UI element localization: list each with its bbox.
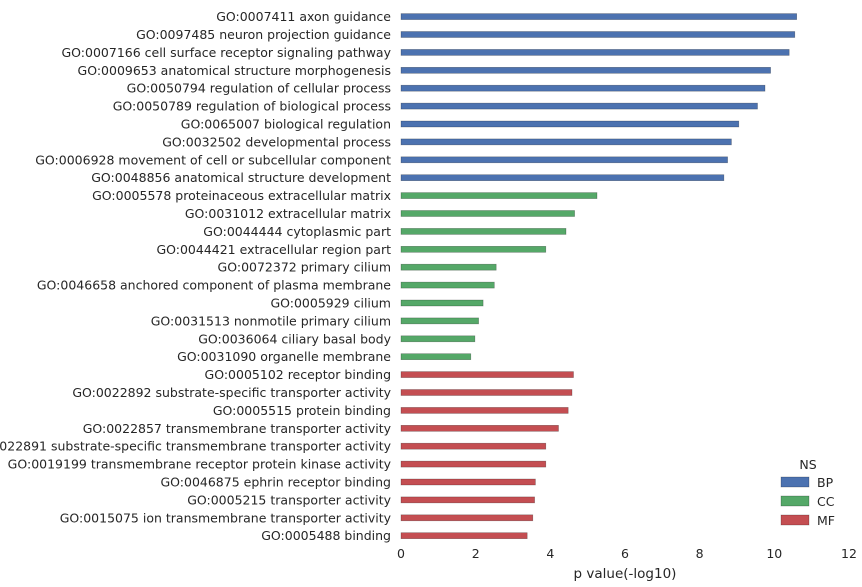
category-label: GO:0005578 proteinaceous extracellular m… — [92, 188, 391, 203]
category-label: GO:0072372 primary cilium — [218, 260, 391, 275]
category-label: GO:0022857 transmembrane transporter act… — [83, 421, 392, 436]
x-tick-label: 0 — [397, 546, 405, 561]
bar-bp-4 — [400, 67, 771, 74]
x-axis-label: p value(-log10) — [574, 566, 677, 582]
bar-cc-10 — [400, 353, 472, 361]
legend-swatch-cc — [780, 495, 810, 507]
x-tick-label: 6 — [621, 546, 629, 561]
category-label: GO:0005215 transporter activity — [187, 492, 391, 507]
bar-bp-3 — [400, 49, 790, 56]
bar-bp-2 — [400, 31, 796, 38]
category-label: GO:0046658 anchored component of plasma … — [37, 278, 391, 293]
bar-cc-4 — [400, 246, 547, 253]
category-label: GO:0022892 substrate-specific transporte… — [72, 385, 391, 400]
bar-cc-7 — [400, 299, 484, 307]
bar-bp-9 — [400, 156, 728, 164]
legend-title: NS — [799, 457, 816, 472]
x-tick-label: 2 — [472, 546, 480, 561]
bar-mf-5 — [400, 442, 547, 450]
bar-cc-2 — [400, 210, 575, 217]
category-label: GO:0009653 anatomical structure morphoge… — [78, 63, 391, 78]
category-labels: GO:0007411 axon guidance GO:0097485 neuro… — [0, 9, 392, 543]
legend-label: MF — [817, 513, 835, 528]
category-label: GO:0005515 protein binding — [213, 403, 391, 418]
x-tick-label: 4 — [546, 546, 554, 561]
bar-cc-8 — [400, 317, 479, 325]
category-label: GO:0046875 ephrin receptor binding — [160, 475, 391, 490]
legend: NS BP CC MF — [780, 457, 835, 528]
legend-swatch-mf — [780, 514, 810, 526]
category-label: GO:0019199 transmembrane receptor protei… — [8, 457, 392, 472]
bar-bp-8 — [400, 138, 732, 146]
category-label: GO:0007411 axon guidance — [216, 9, 391, 24]
legend-swatch-bp — [780, 476, 810, 488]
bar-mf-9 — [400, 514, 534, 522]
category-label: GO:0005929 cilium — [270, 296, 391, 311]
bar-cc-3 — [400, 228, 567, 235]
x-tick-label: 8 — [696, 546, 704, 561]
bar-mf-3 — [400, 407, 569, 414]
category-label: GO:0022891 substrate-specific transmembr… — [0, 439, 392, 454]
bar-cc-5 — [400, 263, 497, 271]
category-label: GO:0036064 ciliary basal body — [198, 331, 391, 346]
bar-mf-2 — [400, 389, 573, 396]
x-tick-label: 12 — [841, 546, 857, 561]
category-label: GO:0032502 developmental process — [162, 134, 391, 149]
category-label: GO:0050794 regulation of cellular proces… — [127, 81, 391, 96]
bar-bp-10 — [400, 174, 725, 181]
category-label: GO:0031012 extracellular matrix — [185, 206, 391, 221]
bar-cc-1 — [400, 192, 598, 199]
bar-bp-7 — [400, 120, 740, 128]
bar-mf-8 — [400, 496, 535, 504]
bar-bp-5 — [400, 84, 766, 92]
category-label: GO:0015075 ion transmembrane transporter… — [60, 510, 392, 525]
category-label: GO:0097485 neuron projection guidance — [136, 27, 391, 42]
category-label: GO:0050789 regulation of biological proc… — [113, 99, 391, 114]
category-label: GO:0031090 organelle membrane — [177, 349, 391, 364]
category-label: GO:0065007 biological regulation — [181, 117, 391, 132]
x-tick-label: 10 — [766, 546, 782, 561]
bar-mf-4 — [400, 424, 559, 432]
category-label: GO:0044444 cytoplasmic part — [203, 224, 391, 239]
legend-label: BP — [817, 475, 834, 490]
category-label: GO:0031513 nonmotile primary cilium — [151, 313, 391, 328]
bars-group — [400, 13, 798, 540]
category-label: GO:0006928 movement of cell or subcellul… — [35, 152, 391, 167]
x-axis-ticks: 0 2 4 6 8 10 12 — [397, 546, 857, 561]
category-label: GO:0044421 extracellular region part — [156, 242, 391, 257]
bar-mf-6 — [400, 460, 547, 468]
bar-bp-6 — [400, 102, 758, 110]
category-label: GO:0048856 anatomical structure developm… — [91, 170, 391, 185]
bar-bp-1 — [400, 13, 798, 20]
legend-label: CC — [817, 494, 835, 509]
bar-mf-7 — [400, 478, 536, 486]
bar-mf-1 — [400, 371, 574, 378]
category-label: GO:0005488 binding — [261, 528, 391, 543]
bar-cc-9 — [400, 335, 476, 343]
bar-cc-6 — [400, 281, 495, 289]
category-label: GO:0005102 receptor binding — [205, 367, 391, 382]
category-label: GO:0007166 cell surface receptor signali… — [61, 45, 391, 60]
bar-mf-10 — [400, 532, 528, 540]
